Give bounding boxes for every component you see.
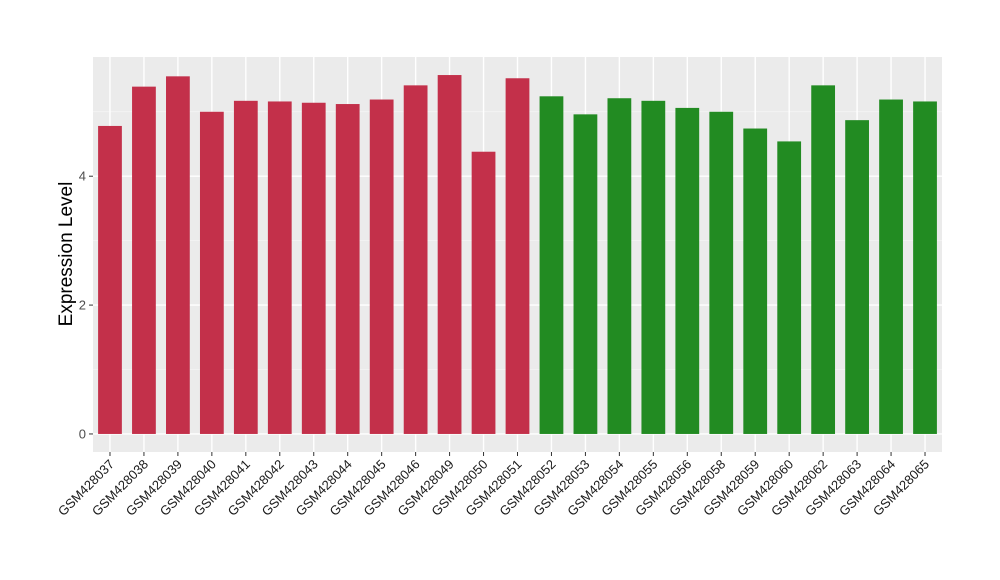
bar-GSM428052 [539,96,564,434]
y-tick-label: 0 [79,426,86,441]
bar-GSM428046 [403,85,428,434]
y-axis: 0 2 4 [79,169,93,441]
y-axis-title: Expression Level [56,182,77,327]
bar-GSM428045 [369,99,394,434]
y-tick-label: 4 [79,169,86,184]
bar-GSM428038 [132,86,156,434]
bar-GSM428050 [471,151,496,434]
x-axis: GSM428037GSM428038GSM428039GSM428040GSM4… [55,452,932,519]
bar-GSM428042 [267,101,292,434]
bar-GSM428054 [607,98,632,434]
bar-GSM428058 [709,111,734,434]
bar-GSM428051 [505,78,530,434]
bar-GSM428059 [743,128,768,434]
bar-GSM428039 [166,76,190,434]
bar-GSM428064 [879,99,903,434]
bar-GSM428043 [301,102,326,434]
bar-GSM428055 [641,100,666,434]
bar-GSM428060 [777,141,802,434]
bars [98,75,937,434]
bar-GSM428044 [335,104,360,434]
bar-GSM428063 [845,120,869,434]
y-tick-label: 2 [79,298,86,313]
bar-GSM428062 [811,85,836,434]
bar-GSM428037 [98,125,122,434]
bar-GSM428065 [913,101,937,434]
bar-GSM428049 [437,75,462,434]
bar-GSM428040 [199,111,224,434]
bar-GSM428056 [675,107,700,434]
bar-GSM428041 [233,100,258,434]
bar-GSM428053 [573,114,598,434]
